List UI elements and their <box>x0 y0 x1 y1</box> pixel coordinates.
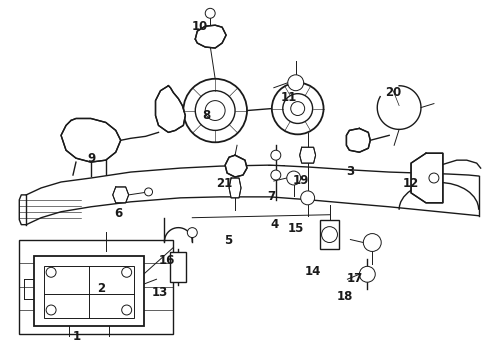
Text: 19: 19 <box>293 174 309 186</box>
Circle shape <box>359 266 375 282</box>
Bar <box>171 252 186 282</box>
Circle shape <box>301 191 315 205</box>
Circle shape <box>122 267 132 277</box>
Text: 3: 3 <box>345 165 354 177</box>
Bar <box>19 239 173 334</box>
Text: 13: 13 <box>151 286 168 299</box>
Circle shape <box>122 305 132 315</box>
Circle shape <box>272 83 323 134</box>
Text: 11: 11 <box>281 91 297 104</box>
Circle shape <box>363 234 381 251</box>
Polygon shape <box>113 187 129 203</box>
Text: 15: 15 <box>288 222 304 235</box>
Polygon shape <box>229 178 241 198</box>
Text: 7: 7 <box>268 190 276 203</box>
Text: 20: 20 <box>386 86 402 99</box>
Polygon shape <box>61 118 121 162</box>
Bar <box>34 256 144 326</box>
Polygon shape <box>346 129 370 152</box>
Text: 9: 9 <box>87 152 96 165</box>
Text: 18: 18 <box>337 289 353 303</box>
Polygon shape <box>411 153 443 203</box>
Circle shape <box>46 305 56 315</box>
Circle shape <box>283 94 313 123</box>
Text: 17: 17 <box>346 272 363 285</box>
Bar <box>319 220 340 249</box>
Circle shape <box>271 170 281 180</box>
Circle shape <box>183 79 247 142</box>
Text: 12: 12 <box>402 177 419 190</box>
Text: 10: 10 <box>192 20 208 33</box>
Circle shape <box>196 91 235 130</box>
Circle shape <box>205 8 215 18</box>
Text: 5: 5 <box>224 234 232 247</box>
Circle shape <box>46 267 56 277</box>
Text: 21: 21 <box>216 177 232 190</box>
Text: 8: 8 <box>202 109 210 122</box>
Polygon shape <box>155 86 185 132</box>
Circle shape <box>187 228 197 238</box>
Text: 14: 14 <box>305 265 321 278</box>
Circle shape <box>287 171 301 185</box>
Bar <box>44 266 134 318</box>
Circle shape <box>291 102 305 116</box>
Circle shape <box>429 173 439 183</box>
Text: 6: 6 <box>114 207 122 220</box>
Circle shape <box>205 100 225 121</box>
Circle shape <box>145 188 152 196</box>
Polygon shape <box>225 155 247 177</box>
Circle shape <box>288 75 304 91</box>
Text: 1: 1 <box>73 330 81 343</box>
Text: 16: 16 <box>159 254 175 267</box>
Text: 4: 4 <box>270 218 278 231</box>
Polygon shape <box>196 25 226 48</box>
Circle shape <box>321 227 338 243</box>
Circle shape <box>271 150 281 160</box>
Text: 2: 2 <box>97 283 105 296</box>
Polygon shape <box>300 147 316 163</box>
